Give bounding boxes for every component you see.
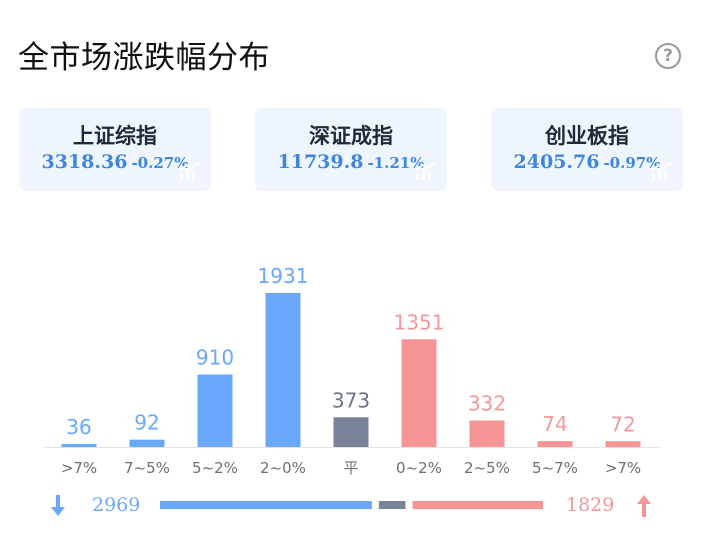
bar-1[interactable] [129,439,165,447]
index-change: -0.97% [603,154,661,172]
bar-value-label: 36 [66,415,91,439]
trend-chart-icon [415,161,436,180]
bar-value-label: 1931 [258,264,309,288]
category-label: 2~0% [260,459,306,477]
bar-value-label: 373 [332,388,370,412]
category-label: 0~2% [396,459,442,477]
ratio-down-segment [160,501,372,509]
down-count: 2969 [92,494,141,516]
bar-2[interactable] [197,374,233,447]
index-change: -0.27% [131,154,189,172]
category-label: 平 [343,459,358,477]
bar-4[interactable] [333,417,369,447]
index-name: 创业板指 [545,124,629,148]
bar-6[interactable] [469,420,505,447]
bar-value-label: 910 [196,345,234,369]
bar-8[interactable] [605,441,641,447]
bar-value-label: 72 [610,412,635,436]
category-label: 7~5% [124,459,170,477]
category-label: 2~5% [464,459,510,477]
index-price: 3318.36 [41,151,128,173]
category-label: >7% [61,459,97,477]
bar-5[interactable] [401,339,437,447]
bar-value-label: 74 [542,412,567,436]
index-name: 深证成指 [309,124,393,148]
bar-7[interactable] [537,441,573,447]
index-card-shanghai[interactable]: 上证综指 3318.36 -0.27% [19,108,211,191]
trend-chart-icon [179,161,200,180]
bar-value-label: 332 [468,392,506,416]
index-card-shenzhen[interactable]: 深证成指 11739.8 -1.21% [255,108,447,191]
index-price: 11739.8 [277,151,364,173]
bar-3[interactable] [265,293,301,447]
category-label: 5~2% [192,459,238,477]
down-arrow-icon [51,495,65,516]
help-icon[interactable]: ? [655,43,681,69]
bar-value-label: 92 [134,411,159,435]
distribution-bar-chart: 36 >7% 92 7~5% 910 5~2% 1931 2~0% 373 平 1351 0~2% 33… [45,264,659,477]
page-title: 全市场涨跌幅分布 [18,40,270,76]
index-change: -1.21% [367,154,425,172]
up-down-ratio-bar [160,501,543,509]
ratio-flat-segment [378,501,406,509]
index-card-chinext[interactable]: 创业板指 2405.76 -0.97% [491,108,683,191]
ratio-up-segment [412,501,543,509]
index-price: 2405.76 [513,151,600,173]
up-arrow-icon [637,495,651,517]
category-label: >7% [605,459,641,477]
index-name: 上证综指 [73,124,157,148]
bar-0[interactable] [61,444,97,447]
bar-value-label: 1351 [394,310,445,334]
up-count: 1829 [566,494,615,516]
category-label: 5~7% [532,459,578,477]
trend-chart-icon [651,161,672,180]
